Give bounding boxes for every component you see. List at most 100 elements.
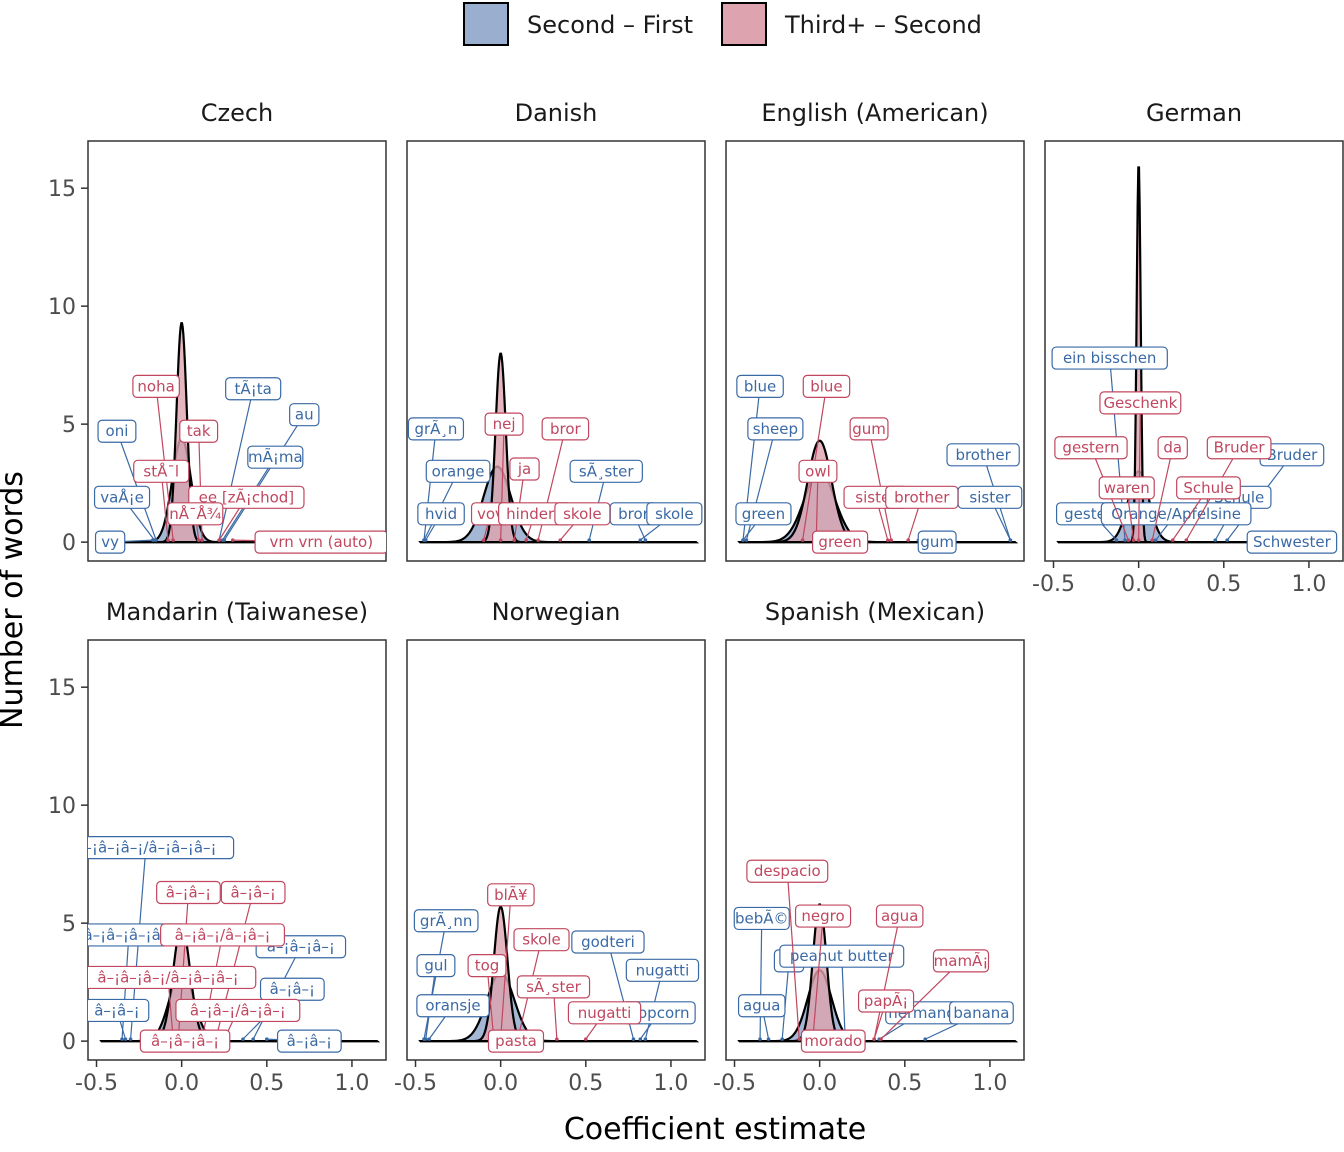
x-tick-label: 1.0 — [1291, 572, 1326, 597]
word-label-second-first: grÃ¸nn — [420, 911, 472, 930]
facet-panels: Czech tÃ¡ta au oni mÃ¡ma vaÅ¡e vy noha tak stÅ¯l e… — [48, 99, 1344, 1096]
word-label-third-second: tak — [187, 422, 211, 440]
word-label-box-second-first — [1246, 530, 1338, 554]
word-label-box-third-second — [220, 880, 286, 905]
label-point-second-first — [1114, 538, 1119, 542]
word-label-third-second: gestern — [1062, 439, 1119, 457]
x-tick-label: 0.5 — [1206, 572, 1241, 597]
word-label-third-second: skole — [563, 505, 602, 523]
word-label-box-second-first — [747, 417, 804, 441]
word-label-third-second: â–¡â–¡â–¡ — [151, 1032, 219, 1050]
legend: Second – First Third+ – Second — [463, 2, 982, 46]
word-label-box-second-first — [736, 374, 784, 398]
label-leader-second-first — [759, 918, 763, 1040]
word-label-third-second: sÃ¸ster — [526, 977, 582, 996]
word-label-box-second-first — [735, 502, 792, 526]
word-label-second-first: godteri — [581, 933, 635, 951]
label-leader-second-first — [223, 414, 305, 541]
x-axis-title: Coefficient estimate — [564, 1112, 866, 1147]
label-point-second-first — [1123, 538, 1127, 542]
word-label-box-third-second — [554, 502, 611, 526]
word-label-box-third-second — [516, 975, 591, 999]
word-label-second-first: vy — [101, 533, 119, 551]
label-point-second-first — [1213, 538, 1218, 542]
word-label-third-second: despacio — [754, 862, 821, 880]
word-label-second-first: gul — [424, 957, 447, 975]
word-label-box-second-first — [94, 530, 126, 554]
word-label-second-first: â–¡â–¡ — [270, 980, 315, 998]
label-leader-third-second — [786, 871, 800, 1040]
label-leader-third-second — [1151, 447, 1174, 541]
label-point-third-second — [536, 538, 540, 542]
word-label-third-second: morado — [804, 1032, 862, 1050]
word-label-box-third-second — [1206, 436, 1272, 460]
label-point-third-second — [230, 538, 235, 542]
word-label-third-second: â–¡â–¡ — [166, 883, 211, 901]
word-label-second-first: agua — [743, 997, 780, 1015]
word-label-third-second: tog — [475, 957, 500, 975]
word-label-box-third-second — [802, 374, 851, 398]
word-label-second-first: bebÃ© — [735, 908, 789, 927]
word-label-box-third-second — [1176, 476, 1241, 500]
word-label-second-first: Schwester — [1253, 533, 1332, 551]
word-label-third-second: â–¡â–¡ — [230, 883, 275, 901]
word-label-third-second: â–¡â–¡â–¡/â–¡â–¡â–¡ — [97, 968, 238, 986]
word-label-third-second: Schule — [1183, 479, 1233, 497]
word-label-third-second: da — [1163, 439, 1182, 457]
label-point-second-first — [251, 1037, 255, 1041]
x-tick-label: 1.0 — [972, 1071, 1007, 1096]
word-label-box-second-first — [946, 443, 1020, 467]
word-label-box-second-first — [289, 403, 320, 427]
word-label-box-third-second — [513, 928, 570, 952]
word-label-box-third-second — [487, 883, 535, 907]
label-point-second-first — [766, 1037, 771, 1041]
label-point-second-first — [631, 1037, 636, 1041]
label-point-second-first — [128, 1037, 133, 1041]
word-label-third-second: nugatti — [578, 1004, 632, 1022]
word-label-box-second-first — [571, 930, 645, 954]
word-label-third-second: stÅ¯l — [143, 461, 179, 480]
word-label-box-second-first — [276, 1029, 342, 1053]
panel-4: Mandarin (Taiwanese) â–¡â–¡â–¡/â–¡â–¡â–¡ â… — [48, 598, 387, 1096]
label-point-third-second — [171, 538, 175, 542]
word-label-third-second: mamÃ¡ — [934, 951, 989, 970]
panel-title: Norwegian — [492, 598, 621, 626]
word-label-box-second-first — [779, 944, 905, 968]
word-label-box-third-second — [811, 530, 869, 554]
label-point-third-second — [166, 538, 170, 542]
word-label-third-second: blue — [810, 377, 842, 395]
label-leader-third-second — [812, 916, 824, 1040]
word-label-third-second: vrn vrn (auto) — [270, 533, 374, 551]
y-axis-title: Number of words — [0, 471, 30, 729]
label-point-second-first — [1008, 538, 1013, 542]
word-label-second-first: â–¡â–¡ — [287, 1032, 332, 1050]
label-leader-second-first — [841, 956, 846, 1040]
word-label-third-second: negro — [801, 907, 844, 925]
word-label-box-second-first — [949, 1001, 1014, 1025]
label-point-second-first — [923, 1037, 928, 1041]
word-label-box-third-second — [885, 485, 959, 509]
word-label-box-third-second — [875, 904, 924, 928]
word-label-third-second: ee [zÃ¡chod] — [199, 487, 295, 506]
word-label-third-second: skole — [522, 931, 561, 949]
x-tick-label: -0.5 — [713, 1071, 756, 1096]
word-label-third-second: pasta — [495, 1032, 537, 1050]
label-point-second-first — [744, 538, 749, 542]
word-label-second-first: banana — [953, 1004, 1009, 1022]
word-label-box-second-first — [417, 502, 465, 526]
label-point-third-second — [558, 538, 563, 542]
word-label-second-first: green — [742, 505, 785, 523]
label-point-third-second — [498, 538, 503, 542]
word-label-third-second: bror — [550, 420, 582, 438]
x-tick-label: -0.5 — [1032, 572, 1075, 597]
word-label-second-first: Orange/Apfelsine — [1111, 505, 1241, 523]
label-point-third-second — [889, 538, 893, 542]
word-label-third-second: blÃ¥ — [494, 885, 528, 904]
word-label-box-second-first — [247, 445, 304, 469]
y-tick-label: 10 — [48, 295, 76, 320]
label-leader-third-second — [873, 915, 901, 1040]
word-label-third-second: brother — [894, 488, 950, 506]
legend-swatch-third-second — [721, 2, 767, 46]
word-label-box-third-second — [175, 998, 301, 1023]
word-label-second-first: â–¡â–¡â–¡/â–¡â–¡â–¡ — [75, 839, 216, 857]
